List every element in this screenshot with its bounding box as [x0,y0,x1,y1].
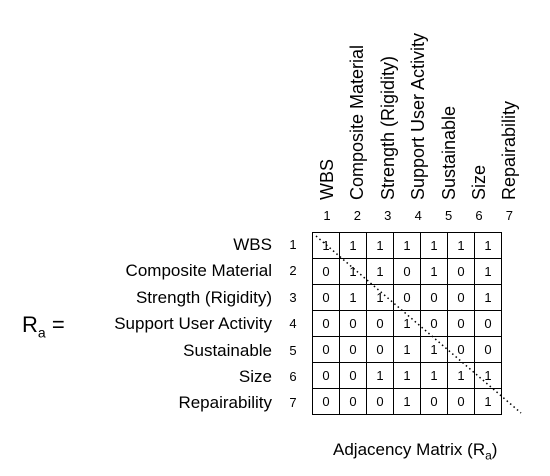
matrix-cell: 1 [474,362,502,389]
matrix-cell: 0 [420,284,448,311]
row-index: 4 [289,316,297,332]
matrix-symbol-letter: R [22,312,38,337]
column-index: 1 [323,208,331,223]
caption-subscript: a [485,448,492,463]
matrix-cell: 1 [366,258,394,285]
matrix-cell: 0 [312,310,340,337]
matrix-cell: 1 [339,284,367,311]
caption-close: ) [491,440,498,459]
row-label: Composite Material [125,261,272,281]
matrix-cell: 1 [474,284,502,311]
matrix-cell: 0 [366,336,394,363]
column-header: Composite Material [347,44,368,200]
matrix-cell: 0 [312,258,340,285]
matrix-cell: 0 [447,284,475,311]
matrix-cell: 1 [447,232,475,259]
row-index: 3 [289,289,297,305]
matrix-cell: 0 [312,336,340,363]
matrix-cell: 0 [312,362,340,389]
matrix-cell: 1 [474,258,502,285]
matrix-cell: 0 [393,258,421,285]
row-index: 5 [289,342,297,358]
matrix-cell: 1 [393,232,421,259]
matrix-cell: 1 [366,232,394,259]
matrix-cell: 0 [339,388,367,415]
matrix-cell: 0 [420,310,448,337]
column-header: Repairability [499,100,520,200]
matrix-caption: Adjacency Matrix (Ra) [333,440,497,462]
column-header: WBS [317,158,337,200]
row-label: WBS [233,235,272,254]
matrix-cell: 1 [474,388,502,415]
matrix-symbol: Ra = [22,312,65,340]
matrix-cell: 1 [393,336,421,363]
matrix-cell: 1 [312,232,340,259]
matrix-symbol-subscript: a [37,324,46,341]
matrix-cell: 0 [339,336,367,363]
matrix-cell: 1 [393,362,421,389]
column-index: 2 [353,208,361,223]
column-index: 7 [505,208,513,223]
matrix-cell: 0 [366,388,394,415]
row-label: Strength (Rigidity) [135,287,272,307]
matrix-cell: 0 [339,362,367,389]
row-label: Repairability [178,393,272,413]
column-header: Support User Activity [408,32,429,200]
matrix-cell: 1 [420,258,448,285]
matrix-cell: 0 [312,284,340,311]
column-index: 3 [384,208,392,223]
matrix-cell: 1 [366,362,394,389]
row-label: Support User Activity [114,314,272,334]
matrix-cell: 0 [447,258,475,285]
row-index: 7 [289,395,297,411]
row-index: 6 [289,369,297,384]
matrix-cell: 1 [420,362,448,389]
matrix-cell: 0 [393,284,421,311]
matrix-cell: 0 [420,388,448,415]
row-label: Sustainable [183,340,272,360]
column-header: Size [469,164,489,200]
matrix-cell: 0 [366,310,394,337]
matrix-cell: 1 [420,232,448,259]
column-header: Sustainable [438,105,459,200]
column-header: Strength (Rigidity) [377,55,398,200]
matrix-cell: 0 [447,336,475,363]
matrix-cell: 0 [447,388,475,415]
matrix-cell: 1 [447,362,475,389]
column-index: 5 [444,208,453,223]
row-label: Size [238,367,272,386]
matrix-cell: 1 [339,232,367,259]
column-index: 4 [414,208,422,223]
matrix-cell: 0 [474,336,502,363]
matrix-cell: 1 [366,284,394,311]
matrix-cell: 1 [474,232,502,259]
caption-text: Adjacency Matrix (R [333,440,486,459]
row-index: 2 [289,263,297,279]
matrix-cell: 1 [420,336,448,363]
matrix-cell: 0 [474,310,502,337]
matrix-cell: 0 [312,388,340,415]
matrix-cell: 0 [447,310,475,337]
equals-sign: = [51,312,65,337]
matrix-cell: 1 [393,388,421,415]
matrix-cell: 1 [339,258,367,285]
column-index: 6 [475,208,483,223]
matrix-cell: 0 [339,310,367,337]
matrix-cell: 1 [393,310,421,337]
row-index: 1 [289,237,297,252]
